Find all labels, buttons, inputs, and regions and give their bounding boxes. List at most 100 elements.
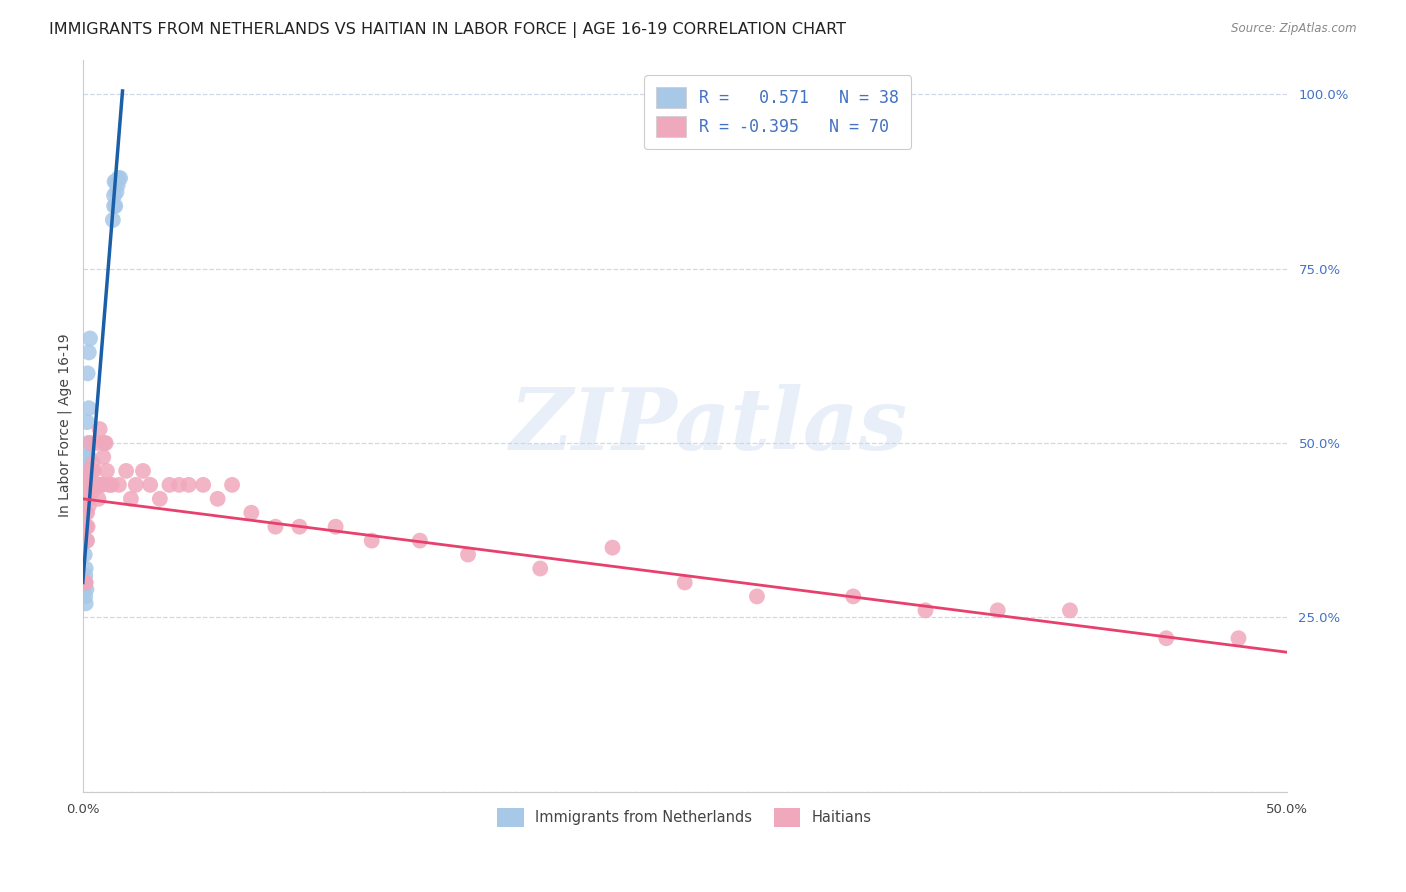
Point — [73, 478, 96, 492]
Point — [105, 175, 128, 189]
Point — [76, 506, 98, 520]
Point — [75, 533, 97, 548]
Point — [86, 478, 108, 492]
Point — [83, 464, 105, 478]
Point — [288, 519, 311, 533]
Point — [207, 491, 229, 506]
Point — [103, 175, 125, 189]
Point — [221, 478, 243, 492]
Y-axis label: In Labor Force | Age 16-19: In Labor Force | Age 16-19 — [58, 334, 72, 517]
Point — [75, 457, 97, 471]
Point — [360, 533, 382, 548]
Point — [76, 464, 98, 478]
Point — [76, 367, 98, 381]
Point — [193, 478, 215, 492]
Point — [76, 471, 98, 485]
Point — [75, 478, 97, 492]
Point — [77, 401, 100, 416]
Point — [108, 478, 131, 492]
Point — [103, 199, 125, 213]
Point — [264, 519, 287, 533]
Point — [76, 478, 98, 492]
Point — [75, 484, 97, 499]
Point — [76, 415, 98, 429]
Point — [457, 548, 479, 562]
Point — [75, 484, 97, 499]
Point — [529, 561, 551, 575]
Point — [103, 188, 125, 202]
Point — [79, 478, 101, 492]
Point — [89, 422, 111, 436]
Point — [745, 590, 768, 604]
Text: IMMIGRANTS FROM NETHERLANDS VS HAITIAN IN LABOR FORCE | AGE 16-19 CORRELATION CH: IMMIGRANTS FROM NETHERLANDS VS HAITIAN I… — [49, 22, 846, 38]
Point — [75, 484, 97, 499]
Point — [1154, 632, 1177, 646]
Point — [149, 491, 172, 506]
Point — [914, 603, 936, 617]
Point — [76, 491, 98, 506]
Point — [75, 590, 97, 604]
Point — [409, 533, 432, 548]
Point — [75, 582, 97, 597]
Point — [240, 506, 263, 520]
Point — [673, 575, 696, 590]
Point — [91, 478, 114, 492]
Point — [77, 491, 100, 506]
Point — [80, 464, 103, 478]
Point — [75, 457, 97, 471]
Point — [79, 478, 101, 492]
Legend: Immigrants from Netherlands, Haitians: Immigrants from Netherlands, Haitians — [489, 799, 880, 836]
Point — [77, 345, 100, 359]
Point — [107, 171, 129, 186]
Point — [75, 478, 97, 492]
Point — [115, 464, 138, 478]
Point — [76, 450, 98, 464]
Point — [83, 478, 105, 492]
Point — [120, 491, 142, 506]
Point — [107, 178, 129, 192]
Point — [79, 331, 101, 345]
Point — [842, 590, 865, 604]
Point — [77, 436, 100, 450]
Point — [100, 478, 122, 492]
Point — [75, 506, 97, 520]
Text: Source: ZipAtlas.com: Source: ZipAtlas.com — [1232, 22, 1357, 36]
Point — [602, 541, 624, 555]
Point — [159, 478, 181, 492]
Point — [84, 478, 107, 492]
Point — [82, 484, 104, 499]
Point — [75, 471, 97, 485]
Point — [73, 579, 96, 593]
Point — [80, 478, 103, 492]
Text: ZIPatlas: ZIPatlas — [510, 384, 908, 467]
Point — [94, 436, 117, 450]
Point — [325, 519, 347, 533]
Point — [75, 519, 97, 533]
Point — [91, 450, 114, 464]
Point — [75, 596, 97, 610]
Point — [77, 484, 100, 499]
Point — [105, 185, 128, 199]
Point — [98, 478, 121, 492]
Point — [76, 519, 98, 533]
Point — [987, 603, 1010, 617]
Point — [93, 436, 115, 450]
Point — [87, 491, 110, 506]
Point — [75, 575, 97, 590]
Point — [167, 478, 190, 492]
Point — [108, 171, 131, 186]
Point — [84, 436, 107, 450]
Point — [75, 519, 97, 533]
Point — [73, 548, 96, 562]
Point — [76, 533, 98, 548]
Point — [90, 478, 112, 492]
Point — [75, 561, 97, 575]
Point — [76, 478, 98, 492]
Point — [139, 478, 162, 492]
Point — [96, 464, 118, 478]
Point — [83, 478, 105, 492]
Point — [125, 478, 148, 492]
Point — [1059, 603, 1081, 617]
Point — [79, 436, 101, 450]
Point — [104, 199, 127, 213]
